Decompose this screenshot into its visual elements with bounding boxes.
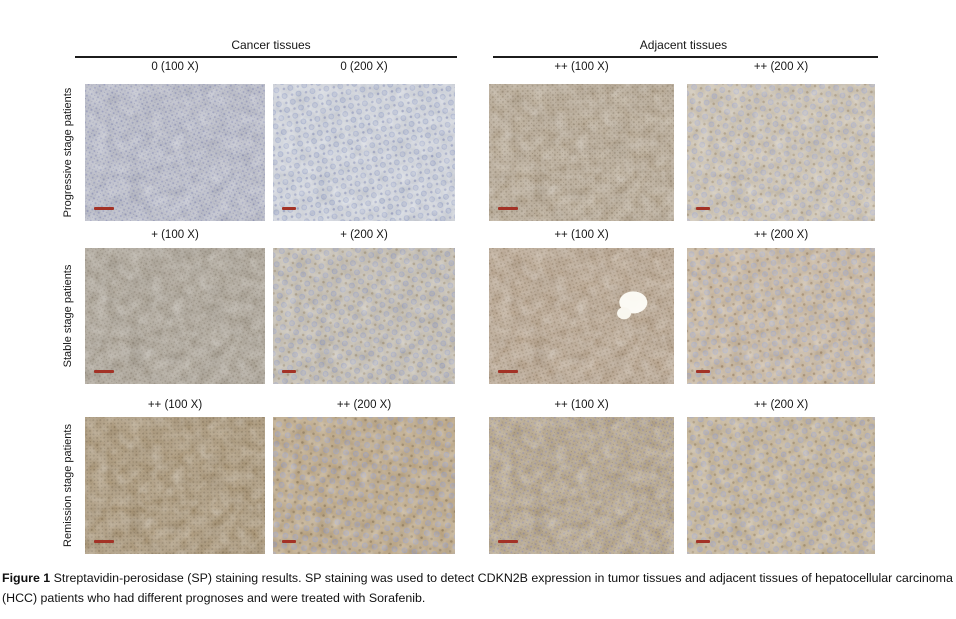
scale-bar xyxy=(94,207,114,210)
micrograph-remission-adjacent-200x xyxy=(687,417,875,554)
scale-bar xyxy=(282,207,296,210)
scale-bar xyxy=(498,540,518,543)
column-group-label-adjacent-tissues: Adjacent tissues xyxy=(639,38,728,52)
micrograph-stable-adjacent-200x xyxy=(687,248,875,384)
column-group-label-cancer-tissues: Cancer tissues xyxy=(231,38,311,52)
scale-bar xyxy=(498,207,518,210)
column-group-rule-adjacent xyxy=(493,56,878,58)
scale-bar xyxy=(696,207,710,210)
micrograph-progressive-adjacent-100x xyxy=(489,84,674,221)
scale-bar xyxy=(94,540,114,543)
panel-label-stable-cancer-100x: + (100 X) xyxy=(151,229,199,241)
row-label-stable-stage: Stable stage patients xyxy=(62,264,74,368)
micrograph-progressive-cancer-100x xyxy=(85,84,265,221)
figure-caption: Figure 1 Streptavidin-perosidase (SP) st… xyxy=(2,568,953,608)
micrograph-remission-adjacent-100x xyxy=(489,417,674,554)
scale-bar xyxy=(498,370,518,373)
micrograph-stable-adjacent-100x xyxy=(489,248,674,384)
micrograph-remission-cancer-100x xyxy=(85,417,265,554)
micrograph-progressive-cancer-200x xyxy=(273,84,455,221)
micrograph-stable-cancer-100x xyxy=(85,248,265,384)
column-group-rule-cancer xyxy=(75,56,457,58)
scale-bar xyxy=(94,370,114,373)
micrograph-progressive-adjacent-200x xyxy=(687,84,875,221)
scale-bar xyxy=(696,370,710,373)
row-label-remission-stage: Remission stage patients xyxy=(62,424,74,547)
panel-label-stable-adjacent-200x: ++ (200 X) xyxy=(753,229,809,241)
panel-label-remission-adjacent-200x: ++ (200 X) xyxy=(753,399,809,411)
panel-label-stable-cancer-200x: + (200 X) xyxy=(340,229,388,241)
figure-caption-text: Streptavidin-perosidase (SP) staining re… xyxy=(2,571,953,605)
panel-label-stable-adjacent-100x: ++ (100 X) xyxy=(554,229,609,241)
panel-label-progressive-adjacent-100x: ++ (100 X) xyxy=(554,61,609,73)
scale-bar xyxy=(696,540,710,543)
panel-label-remission-adjacent-100x: ++ (100 X) xyxy=(554,399,609,411)
panel-label-progressive-cancer-200x: 0 (200 X) xyxy=(340,61,388,73)
panel-label-progressive-cancer-100x: 0 (100 X) xyxy=(151,61,199,73)
panel-label-progressive-adjacent-200x: ++ (200 X) xyxy=(753,61,809,73)
panel-label-remission-cancer-200x: ++ (200 X) xyxy=(336,399,392,411)
micrograph-stable-cancer-200x xyxy=(273,248,455,384)
scale-bar xyxy=(282,370,296,373)
figure-number: Figure 1 xyxy=(2,571,51,585)
panel-label-remission-cancer-100x: ++ (100 X) xyxy=(147,399,203,411)
row-label-progressive-stage: Progressive stage patients xyxy=(62,87,74,218)
micrograph-remission-cancer-200x xyxy=(273,417,455,554)
scale-bar xyxy=(282,540,296,543)
